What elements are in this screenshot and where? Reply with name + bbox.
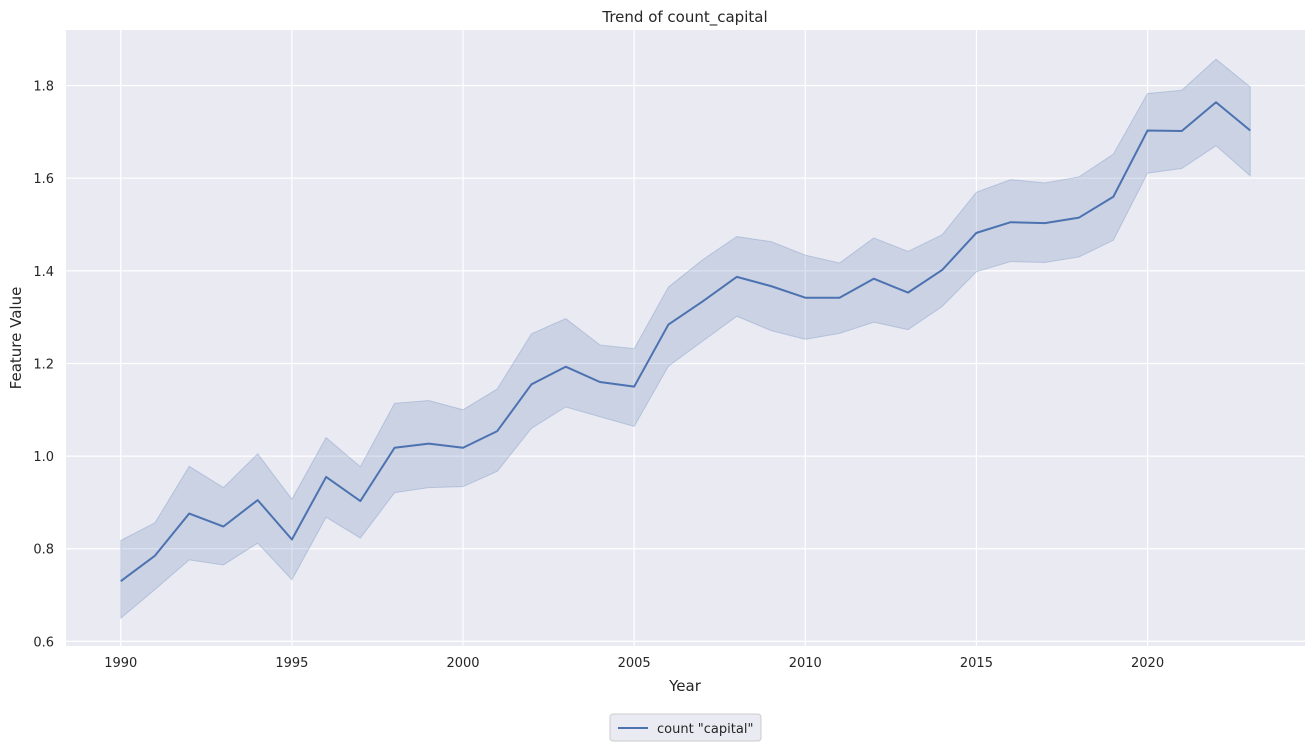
y-tick-label: 1.6: [33, 172, 54, 187]
y-tick-label: 0.8: [33, 543, 54, 558]
series-lines: [120, 101, 1251, 582]
y-tick-label: 0.6: [33, 635, 54, 650]
legend-box: [609, 713, 762, 742]
x-tick-label: 2015: [960, 656, 993, 671]
y-tick-label: 1.8: [33, 80, 54, 95]
series-line: [120, 101, 1251, 582]
y-tick-label: 1.0: [33, 450, 54, 465]
x-tick-label: 1990: [104, 656, 137, 671]
gridlines: [66, 30, 1305, 646]
x-tick-label: 2000: [446, 656, 479, 671]
x-tick-label: 1995: [275, 656, 308, 671]
x-tick-label: 2020: [1131, 656, 1164, 671]
x-tick-label: 2005: [618, 656, 651, 671]
y-tick-label: 1.4: [33, 265, 54, 280]
x-tick-label: 2010: [789, 656, 822, 671]
chart-title: Trend of count_capital: [601, 8, 767, 27]
ci-band: [120, 58, 1251, 620]
x-axis-label: Year: [668, 677, 702, 695]
plot-background: [66, 30, 1305, 646]
confidence-band: [120, 58, 1251, 620]
x-tick-labels: 1990 1995 2000 2005 2010 2015 2020: [104, 656, 1164, 671]
legend-label: count "capital": [657, 722, 753, 737]
legend: count "capital": [609, 713, 762, 742]
y-axis-label: Feature Value: [7, 287, 25, 390]
y-tick-labels: 0.6 0.8 1.0 1.2 1.4 1.6 1.8: [33, 80, 54, 651]
y-tick-label: 1.2: [33, 357, 54, 372]
